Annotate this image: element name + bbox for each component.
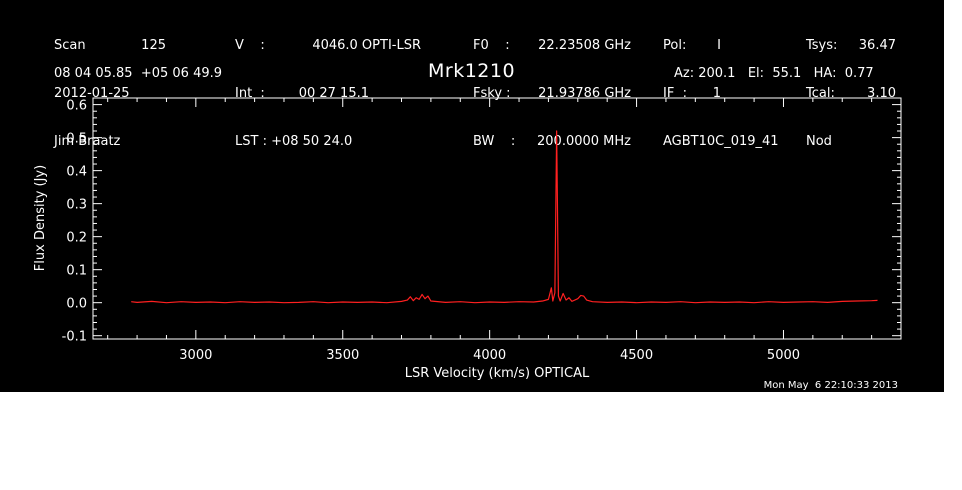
x-axis: 3000 3500 4000 4500 5000: [107, 98, 902, 363]
bw-value: 200.0000 MHz: [537, 134, 631, 149]
y-tick-label: 0.6: [66, 99, 87, 114]
y-tick-label: 0.2: [66, 231, 87, 246]
header-col-pol: Pol: I IF : 1 AGBT10C_019_41: [663, 6, 783, 182]
f0-value: 22.23508 GHz: [538, 38, 631, 53]
x-tick-label: 3000: [179, 348, 212, 363]
fsky-value: 21.93786 GHz: [538, 86, 631, 101]
pointing-info: Az: 200.1 El: 55.1 HA: 0.77: [674, 66, 874, 81]
x-tick-label: 5000: [767, 348, 800, 363]
bw-label: BW :: [473, 134, 516, 149]
x-axis-label: LSR Velocity (km/s) OPTICAL: [405, 366, 590, 381]
header-col-velocity: V : 4046.0 OPTI-LSR Int : 00 27 15.1 LST :…: [235, 6, 421, 182]
fsky-label: Fsky :: [473, 86, 511, 101]
obs-date: 2012-01-25: [54, 86, 130, 101]
lst: LST : +08 50 24.0: [235, 134, 353, 149]
scan-label: Scan: [54, 38, 86, 53]
plot-panel: Scan 125 2012-01-25 Jim Braatz V : 4046.0 …: [0, 0, 944, 392]
spectrum-chart: 3000 3500 4000 4500 5000 -0.1 0.0 0.1 0.2 0.3 0.4…: [33, 97, 902, 381]
y-tick-label: 0.5: [66, 132, 87, 147]
pol-label: Pol:: [663, 38, 687, 53]
y-tick-label: 0.0: [66, 297, 87, 312]
source-name: Mrk1210: [428, 60, 516, 82]
source-coords: 08 04 05.85 +05 06 49.9: [54, 66, 223, 81]
timestamp: Mon May 6 22:10:33 2013: [763, 380, 898, 391]
velocity-label: V :: [235, 38, 265, 53]
project-id: AGBT10C_019_41: [663, 134, 779, 149]
header-col-scan: Scan 125 2012-01-25 Jim Braatz: [54, 6, 166, 182]
x-tick-label: 4000: [473, 348, 506, 363]
if-value: 1: [712, 86, 721, 101]
plot-frame: [92, 97, 902, 340]
x-tick-label: 4500: [620, 348, 653, 363]
int-label: Int :: [235, 86, 265, 101]
y-tick-label: -0.1: [62, 330, 87, 345]
y-axis: -0.1 0.0 0.1 0.2 0.3 0.4 0.5 0.6: [62, 97, 901, 345]
pol-value: I: [717, 38, 721, 53]
y-tick-label: 0.3: [66, 198, 87, 213]
spectrum-line: [131, 130, 878, 304]
scan-value: 125: [141, 38, 166, 53]
velocity-value: 4046.0 OPTI-LSR: [312, 38, 421, 53]
tcal-label: Tcal:: [806, 86, 835, 101]
tsys-label: Tsys:: [806, 38, 838, 53]
if-label: IF :: [663, 86, 687, 101]
y-axis-label: Flux Density (Jy): [33, 165, 48, 271]
nod: Nod: [806, 134, 832, 149]
tsys-value: 36.47: [858, 38, 896, 53]
header-col-frequency: F0 : 22.23508 GHz Fsky : 21.93786 GHz BW :…: [473, 6, 631, 182]
int-value: 00 27 15.1: [298, 86, 369, 101]
x-tick-label: 3500: [326, 348, 359, 363]
spectrum-layer: [131, 130, 878, 304]
y-tick-label: 0.4: [66, 165, 87, 180]
tcal-value: 3.10: [867, 86, 896, 101]
observer: Jim Braatz: [54, 134, 121, 149]
header-col-tsys: Tsys: 36.47 Tcal: 3.10 Nod: [806, 6, 896, 182]
f0-label: F0 :: [473, 38, 510, 53]
y-tick-label: 0.1: [66, 264, 87, 279]
